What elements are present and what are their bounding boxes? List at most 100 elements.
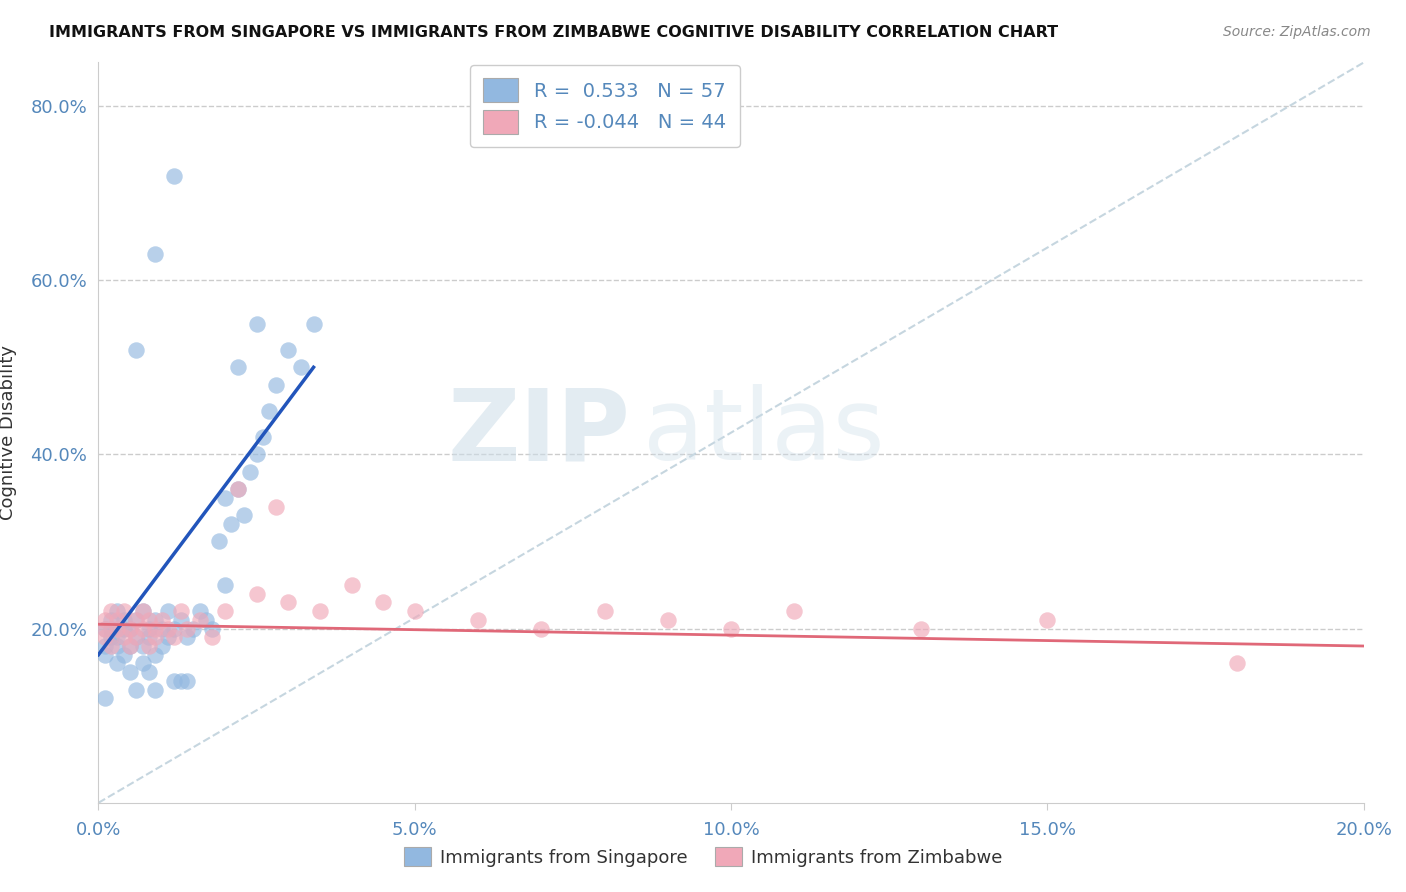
Point (302, 317, 325, 331)
Point (163, 673, 186, 688)
Text: IMMIGRANTS FROM SINGAPORE VS IMMIGRANTS FROM ZIMBABWE COGNITIVE DISABILITY CORRE: IMMIGRANTS FROM SINGAPORE VS IMMIGRANTS … (49, 25, 1059, 40)
Point (214, 491, 236, 505)
Legend: R =  0.533   N = 57, R = -0.044   N = 44: R = 0.533 N = 57, R = -0.044 N = 44 (470, 65, 740, 147)
Point (93, 639, 117, 653)
Point (157, 604, 180, 618)
Point (277, 343, 299, 357)
Point (112, 613, 135, 627)
Point (201, 630, 224, 644)
Point (214, 604, 236, 618)
Point (145, 613, 166, 627)
Point (246, 587, 269, 601)
Point (188, 613, 211, 627)
Point (264, 500, 287, 514)
Point (371, 595, 394, 609)
Point (176, 630, 198, 644)
Point (252, 430, 274, 444)
Point (169, 673, 191, 688)
Point (657, 613, 679, 627)
Point (194, 613, 218, 627)
Point (163, 622, 186, 636)
Point (163, 630, 186, 644)
Point (264, 377, 287, 392)
Point (107, 613, 129, 627)
Point (340, 578, 363, 592)
Point (290, 360, 312, 375)
Point (201, 622, 224, 636)
Point (138, 613, 160, 627)
Point (176, 622, 198, 636)
Point (93, 622, 117, 636)
Point (188, 604, 211, 618)
Point (138, 665, 160, 680)
Point (138, 622, 160, 636)
Point (150, 639, 173, 653)
Point (125, 630, 148, 644)
Point (120, 622, 141, 636)
Y-axis label: Cognitive Disability: Cognitive Disability (0, 345, 17, 520)
Point (404, 604, 426, 618)
Point (120, 639, 141, 653)
Point (138, 639, 160, 653)
Point (233, 508, 256, 523)
Point (132, 622, 155, 636)
Point (176, 673, 198, 688)
Point (107, 639, 129, 653)
Point (112, 630, 135, 644)
Point (132, 604, 155, 618)
Point (100, 613, 122, 627)
Point (125, 613, 148, 627)
Point (277, 595, 299, 609)
Point (208, 534, 231, 549)
Point (125, 682, 148, 697)
Point (138, 630, 160, 644)
Point (239, 465, 262, 479)
Point (93, 691, 117, 706)
Point (100, 639, 122, 653)
Point (107, 622, 129, 636)
Point (226, 482, 249, 496)
Point (120, 639, 141, 653)
Point (219, 517, 243, 532)
Point (120, 665, 141, 680)
Point (214, 578, 236, 592)
Point (125, 613, 148, 627)
Legend: Immigrants from Singapore, Immigrants from Zimbabwe: Immigrants from Singapore, Immigrants fr… (396, 840, 1010, 874)
Point (157, 630, 180, 644)
Point (107, 630, 129, 644)
Point (132, 604, 155, 618)
Point (93, 622, 117, 636)
Point (100, 604, 122, 618)
Point (150, 613, 173, 627)
Point (145, 648, 166, 662)
Point (145, 682, 166, 697)
Point (132, 639, 155, 653)
Point (1036, 613, 1059, 627)
Point (246, 447, 269, 461)
Point (125, 630, 148, 644)
Point (150, 622, 173, 636)
Point (112, 604, 135, 618)
Point (125, 343, 148, 357)
Point (120, 622, 141, 636)
Point (783, 604, 806, 618)
Point (910, 622, 932, 636)
Point (169, 613, 191, 627)
Point (100, 622, 122, 636)
Point (93, 630, 117, 644)
Point (1226, 657, 1249, 671)
Point (720, 622, 742, 636)
Point (112, 648, 135, 662)
Point (107, 604, 129, 618)
Point (226, 360, 249, 375)
Point (112, 622, 135, 636)
Point (467, 613, 489, 627)
Point (100, 630, 122, 644)
Point (183, 622, 205, 636)
Text: Source: ZipAtlas.com: Source: ZipAtlas.com (1223, 25, 1371, 39)
Point (163, 169, 186, 183)
Point (157, 622, 180, 636)
Point (259, 404, 281, 418)
Point (93, 613, 117, 627)
Point (530, 622, 553, 636)
